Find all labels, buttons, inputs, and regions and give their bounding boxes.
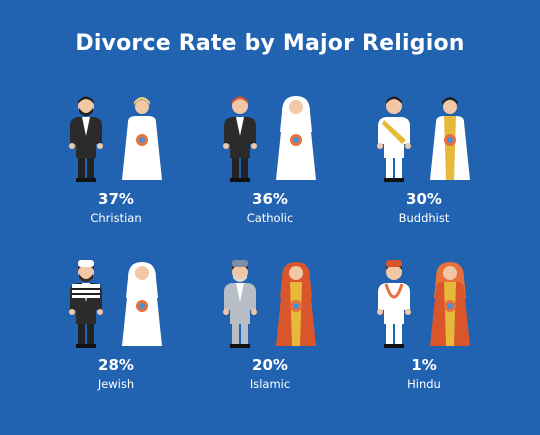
religion-card: 36% Catholic <box>190 92 350 252</box>
bride-figure <box>430 97 470 180</box>
religion-label: Hindu <box>407 377 441 391</box>
religion-card: 20% Islamic <box>190 258 350 418</box>
bride-figure <box>122 97 162 180</box>
bride-figure <box>122 262 162 346</box>
groom-figure <box>377 260 411 348</box>
religion-card: 28% Jewish <box>36 258 196 418</box>
chart-title: Divorce Rate by Major Religion <box>75 31 465 56</box>
groom-figure <box>69 96 103 182</box>
couple-illustration <box>69 96 162 182</box>
divorce-rate-value: 28% <box>98 356 134 374</box>
religion-label: Buddhist <box>398 211 450 225</box>
bride-figure <box>276 96 316 180</box>
bride-figure <box>430 262 470 346</box>
groom-figure <box>69 260 103 348</box>
couple-illustration <box>377 96 470 182</box>
religion-card: 30% Buddhist <box>344 92 504 252</box>
groom-figure <box>223 96 257 182</box>
groom-figure <box>377 96 411 182</box>
religion-label: Christian <box>90 211 142 225</box>
divorce-rate-value: 30% <box>406 190 442 208</box>
divorce-rate-value: 1% <box>411 356 437 374</box>
divorce-rate-value: 37% <box>98 190 134 208</box>
religion-card: 37% Christian <box>36 92 196 252</box>
couple-illustration <box>223 96 316 182</box>
bride-figure <box>276 262 316 346</box>
groom-figure <box>223 260 257 348</box>
divorce-rate-value: 20% <box>252 356 288 374</box>
couple-illustration <box>377 260 470 348</box>
religion-label: Catholic <box>246 211 294 225</box>
couple-illustration <box>69 260 162 348</box>
couple-illustration <box>223 260 316 348</box>
religion-card: 1% Hindu <box>344 258 504 418</box>
religion-label: Jewish <box>97 377 135 391</box>
divorce-rate-value: 36% <box>252 190 288 208</box>
religion-label: Islamic <box>249 377 291 391</box>
